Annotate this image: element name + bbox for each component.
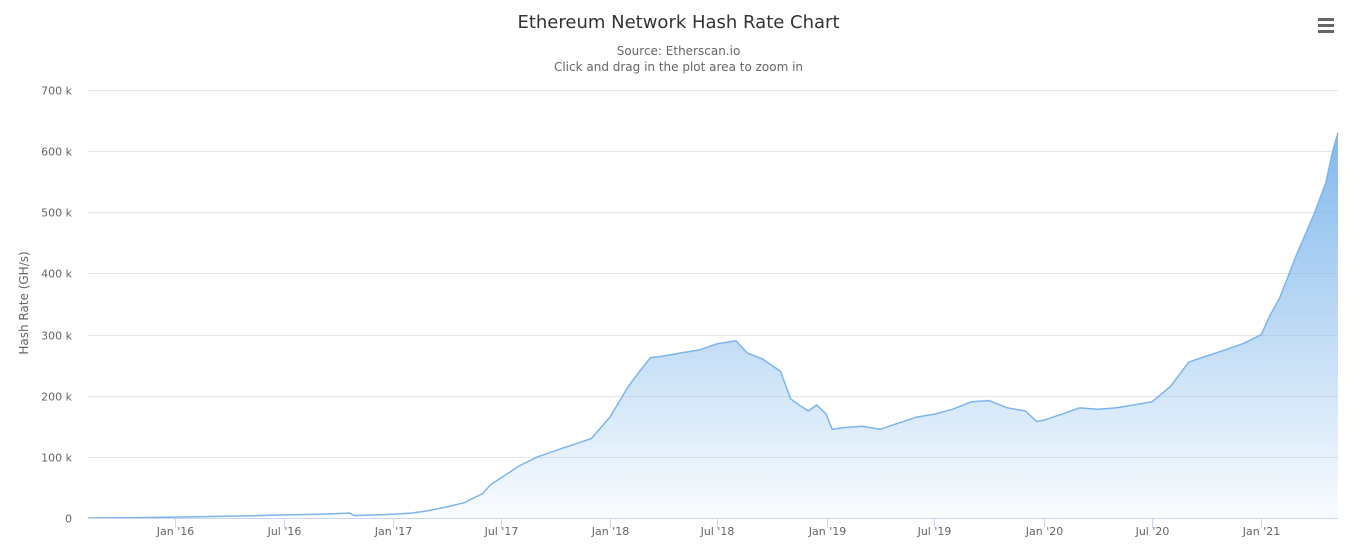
chart-title: Ethereum Network Hash Rate Chart [517,12,840,33]
hash-rate-line [87,132,1339,519]
x-tick-label: Jan '19 [808,525,846,538]
chart-subtitle-zoom-hint: Click and drag in the plot area to zoom … [553,60,804,74]
hamburger-menu-icon[interactable] [1312,14,1340,38]
x-tick-label: Jan '16 [156,525,194,538]
x-tick-label: Jul '16 [267,525,302,538]
y-tick-label: 600 k [41,146,72,159]
y-tick-label: 400 k [41,268,72,281]
y-tick-label: 100 k [41,452,72,465]
x-tick-label: Jan '17 [374,525,412,538]
x-tick-label: Jul '18 [700,525,735,538]
x-tick-label: Jan '20 [1025,525,1063,538]
y-tick-label: 200 k [41,391,72,404]
y-tick-label: 700 k [41,85,72,98]
y-tick-label: 500 k [41,207,72,220]
x-tick-label: Jul '17 [484,525,519,538]
y-axis-title: Hash Rate (GH/s) [17,251,31,354]
hash-rate-area [88,132,1338,519]
x-tick-label: Jul '20 [1135,525,1170,538]
x-tick-label: Jan '18 [591,525,629,538]
x-tick-label: Jul '19 [917,525,952,538]
y-tick-label: 300 k [41,330,72,343]
x-tick-label: Jan '21 [1242,525,1280,538]
y-tick-label: 0 [65,513,72,526]
chart-subtitle-source: Source: Etherscan.io [616,44,741,58]
